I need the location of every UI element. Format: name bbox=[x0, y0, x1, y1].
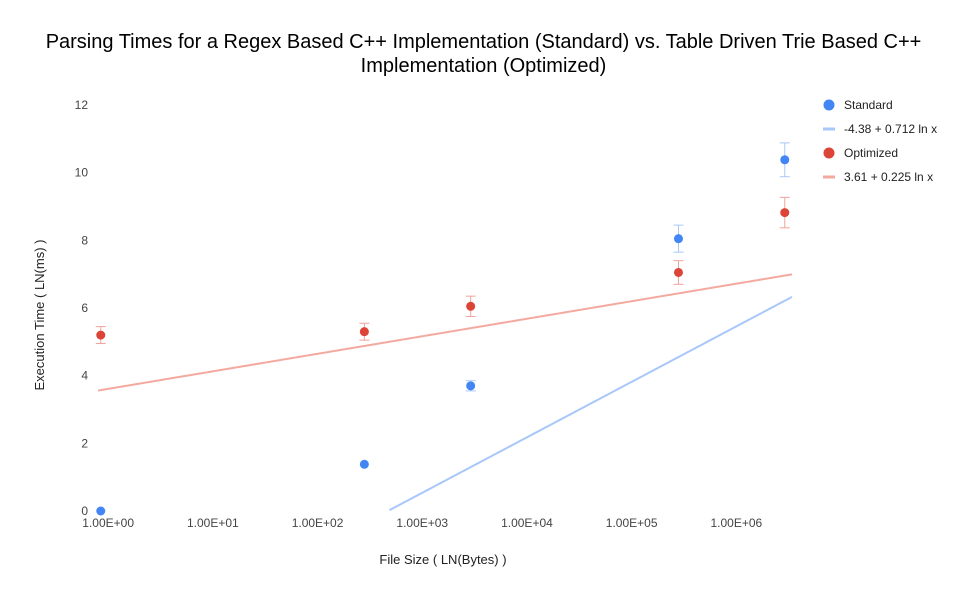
standard-point bbox=[673, 234, 683, 244]
y-tick-label: 4 bbox=[81, 369, 88, 383]
legend-label: Standard bbox=[844, 98, 893, 112]
trendline-2 bbox=[97, 273, 793, 392]
y-tick-label: 6 bbox=[81, 301, 88, 315]
y-tick-label: 12 bbox=[75, 98, 89, 112]
trendlines bbox=[97, 273, 793, 512]
legend-label: -4.38 + 0.712 ln x bbox=[844, 122, 937, 136]
y-tick-label: 10 bbox=[75, 166, 89, 180]
legend: Standard -4.38 + 0.712 ln x Optimized 3.61 … bbox=[823, 98, 937, 184]
legend-marker-dot bbox=[823, 147, 835, 159]
trendline-1 bbox=[389, 296, 793, 512]
legend-marker-dot bbox=[823, 99, 835, 111]
optimized-point bbox=[359, 327, 369, 337]
standard-point bbox=[359, 459, 369, 469]
legend-label: Optimized bbox=[844, 146, 898, 160]
y-tick-label: 8 bbox=[81, 233, 88, 247]
y-tick-label: 2 bbox=[81, 436, 88, 450]
x-tick-label: 1.00E+03 bbox=[396, 516, 448, 530]
x-tick-label: 1.00E+06 bbox=[710, 516, 762, 530]
chart-title: Parsing Times for a Regex Based C++ Impl… bbox=[0, 30, 967, 78]
optimized-point bbox=[780, 208, 790, 218]
optimized-point bbox=[466, 301, 476, 311]
standard-point bbox=[96, 506, 106, 516]
optimized-point bbox=[96, 330, 106, 340]
x-tick-label: 1.00E+01 bbox=[187, 516, 239, 530]
standard-point bbox=[780, 155, 790, 165]
x-tick-label: 1.00E+02 bbox=[292, 516, 344, 530]
standard-point bbox=[466, 381, 476, 391]
optimized-point bbox=[673, 267, 683, 277]
x-axis-label: File Size ( LN(Bytes) ) bbox=[379, 552, 506, 567]
x-tick-label: 1.00E+00 bbox=[82, 516, 134, 530]
x-tick-label: 1.00E+05 bbox=[606, 516, 658, 530]
y-tick-label: 0 bbox=[81, 504, 88, 518]
data-points bbox=[96, 155, 790, 516]
x-tick-label: 1.00E+04 bbox=[501, 516, 553, 530]
chart-title-line-1: Parsing Times for a Regex Based C++ Impl… bbox=[45, 31, 922, 53]
legend-label: 3.61 + 0.225 ln x bbox=[844, 170, 933, 184]
tick-labels: 0 2 4 6 8 10 12 1.00E+00 1.00E+01 1.00E+02 1.00E+0… bbox=[75, 98, 763, 530]
chart-title-line-2: Implementation (Optimized) bbox=[360, 55, 607, 77]
y-axis-label: Execution Time ( LN(ms) ) bbox=[32, 240, 47, 391]
